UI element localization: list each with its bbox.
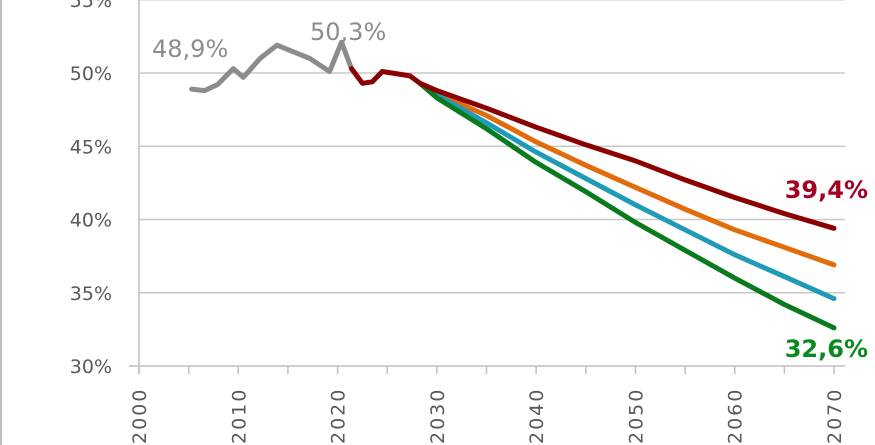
y-tick-label: 55% xyxy=(70,0,112,12)
series-line-3 xyxy=(417,80,837,302)
annotation-peak: 50,3% xyxy=(310,18,386,46)
x-tick-label: 2030 xyxy=(427,388,449,444)
annotation-green-end: 32,6% xyxy=(785,335,868,363)
y-tick-label: 30% xyxy=(70,356,112,378)
x-tick-label: 2040 xyxy=(526,388,548,444)
series-line-2 xyxy=(417,80,837,268)
annotation-start: 48,9% xyxy=(152,35,228,63)
y-tick-label: 45% xyxy=(70,136,112,158)
y-tick-label: 35% xyxy=(70,283,112,305)
annotation-red-end: 39,4% xyxy=(785,176,868,204)
y-tick-label: 40% xyxy=(70,210,112,232)
series-line-1 xyxy=(349,66,837,231)
series-line-4 xyxy=(417,80,837,331)
series-line-0 xyxy=(189,39,354,94)
x-tick-label: 2060 xyxy=(725,388,747,444)
x-tick-label: 2020 xyxy=(328,388,350,444)
x-tick-label: 2050 xyxy=(625,388,647,444)
y-tick-label: 50% xyxy=(70,63,112,85)
x-tick-label: 2070 xyxy=(824,388,846,444)
x-tick-label: 2010 xyxy=(228,388,250,444)
x-tick-label: 2000 xyxy=(129,388,151,444)
